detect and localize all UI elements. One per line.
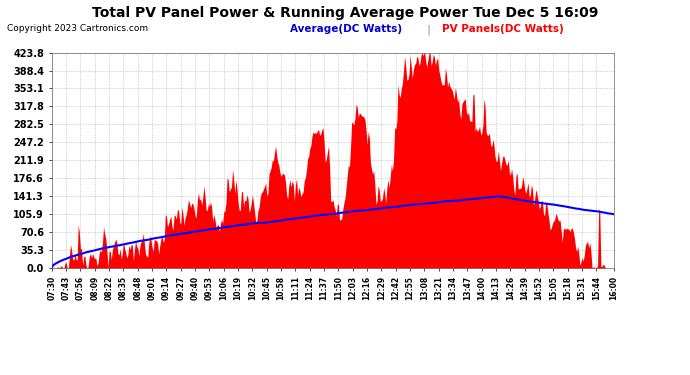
- Text: |: |: [424, 24, 435, 35]
- Text: Average(DC Watts): Average(DC Watts): [290, 24, 402, 34]
- Text: PV Panels(DC Watts): PV Panels(DC Watts): [442, 24, 563, 34]
- Text: Total PV Panel Power & Running Average Power Tue Dec 5 16:09: Total PV Panel Power & Running Average P…: [92, 6, 598, 20]
- Text: Copyright 2023 Cartronics.com: Copyright 2023 Cartronics.com: [7, 24, 148, 33]
